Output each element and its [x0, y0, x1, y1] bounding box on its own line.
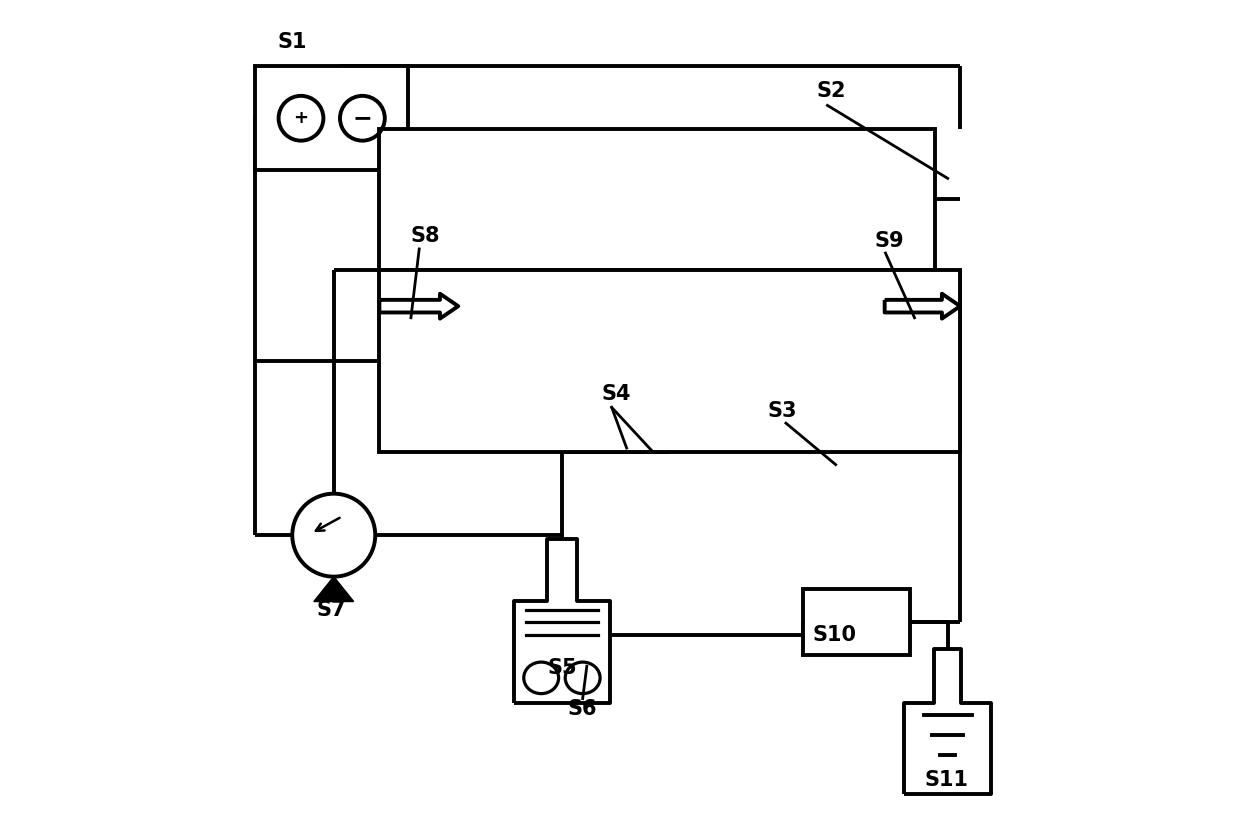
Text: S2: S2 [817, 81, 847, 101]
Polygon shape [515, 539, 610, 703]
Polygon shape [884, 294, 960, 318]
Text: +: + [294, 109, 309, 127]
Text: S7: S7 [316, 600, 346, 620]
Bar [802, 589, 910, 655]
Polygon shape [379, 294, 459, 318]
Text: S10: S10 [812, 624, 856, 644]
Bar [255, 66, 408, 170]
Text: S11: S11 [924, 770, 968, 790]
Text: S8: S8 [410, 226, 440, 246]
Text: S4: S4 [601, 384, 631, 404]
Polygon shape [314, 577, 353, 602]
Text: S9: S9 [875, 230, 904, 251]
Bar [379, 270, 960, 453]
Text: S5: S5 [547, 658, 577, 678]
Bar [379, 128, 935, 270]
Text: S1: S1 [278, 32, 308, 51]
Text: −: − [352, 106, 372, 130]
Polygon shape [904, 649, 991, 794]
Text: S3: S3 [768, 401, 796, 421]
Text: S6: S6 [568, 700, 598, 719]
